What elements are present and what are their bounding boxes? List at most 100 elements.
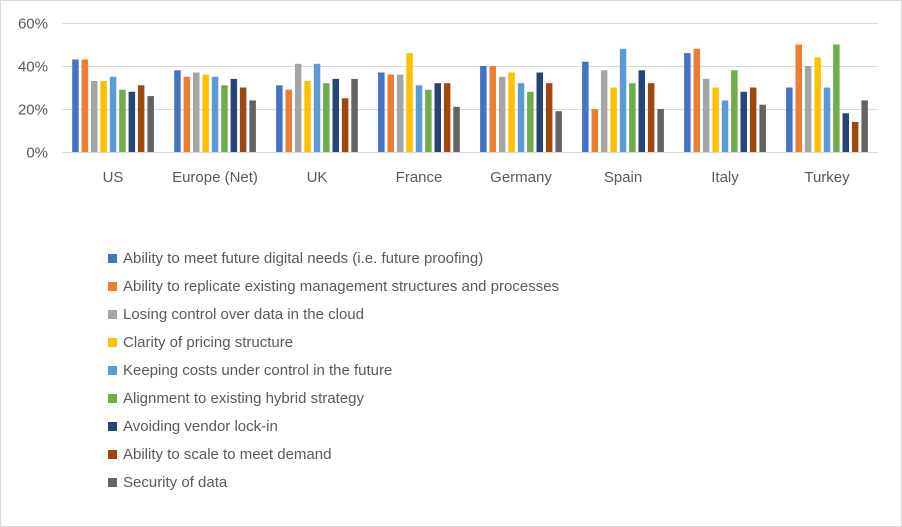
- bar: [536, 72, 543, 152]
- legend-label: Ability to replicate existing management…: [123, 277, 560, 295]
- bar: [489, 66, 496, 152]
- bar: [453, 106, 460, 152]
- bar: [712, 87, 719, 152]
- bar: [249, 100, 256, 152]
- bar: [434, 83, 441, 152]
- legend-item: Losing control over data in the cloud: [108, 300, 559, 328]
- bar: [582, 61, 589, 153]
- bar: [749, 87, 757, 152]
- bar: [387, 74, 394, 152]
- legend-item: Ability to scale to meet demand: [108, 440, 559, 468]
- bar: [193, 72, 200, 152]
- bar: [647, 83, 655, 152]
- bar: [555, 111, 562, 152]
- bar: [804, 66, 812, 152]
- legend-item: Security of data: [108, 468, 559, 496]
- chart-legend: Ability to meet future digital needs (i.…: [108, 244, 559, 496]
- bar: [313, 63, 321, 152]
- y-tick-label: 60%: [18, 16, 48, 33]
- bar: [851, 121, 859, 152]
- bar: [304, 81, 311, 152]
- bar: [174, 70, 181, 152]
- bar: [276, 85, 283, 152]
- bar: [833, 44, 840, 152]
- bar: [239, 87, 247, 152]
- bar: [341, 98, 349, 153]
- legend-swatch: [108, 477, 117, 487]
- category-label: Spain: [604, 169, 642, 186]
- bar: [842, 113, 849, 152]
- bar: [638, 70, 645, 152]
- legend-item: Ability to replicate existing management…: [108, 272, 559, 300]
- bar: [508, 72, 515, 152]
- bar: [323, 83, 330, 152]
- bar: [629, 83, 636, 152]
- bar: [591, 109, 598, 152]
- bar: [91, 81, 98, 152]
- bar: [396, 74, 404, 152]
- bar: [619, 48, 627, 152]
- bar: [721, 100, 729, 152]
- bar: [183, 76, 191, 153]
- legend-label: Keeping costs under control in the futur…: [123, 361, 393, 379]
- y-tick-label: 40%: [18, 59, 48, 76]
- bar: [128, 91, 136, 152]
- legend-label: Losing control over data in the cloud: [123, 305, 364, 323]
- bar: [702, 78, 710, 152]
- bar: [759, 104, 766, 152]
- legend-swatch: [108, 337, 117, 347]
- legend-label: Clarity of pricing structure: [123, 333, 294, 351]
- bar: [147, 96, 154, 152]
- bar: [81, 59, 89, 152]
- bar: [119, 89, 126, 152]
- legend-label: Alignment to existing hybrid strategy: [123, 389, 364, 407]
- bar: [814, 57, 821, 152]
- legend-item: Keeping costs under control in the futur…: [108, 356, 559, 384]
- category-label: Italy: [711, 169, 739, 186]
- legend-label: Ability to meet future digital needs (i.…: [123, 249, 484, 267]
- bar: [740, 91, 747, 152]
- bar: [861, 100, 868, 152]
- legend-item: Avoiding vendor lock-in: [108, 412, 559, 440]
- legend-label: Security of data: [123, 473, 228, 491]
- bar: [378, 72, 385, 152]
- bar: [230, 78, 238, 152]
- bar: [786, 87, 793, 152]
- legend-swatch: [108, 421, 117, 431]
- bar: [795, 44, 802, 152]
- bar: [480, 66, 487, 152]
- bar: [109, 76, 117, 153]
- bar: [600, 70, 608, 152]
- bar: [351, 78, 358, 152]
- category-label: Europe (Net): [172, 169, 258, 186]
- legend-item: Ability to meet future digital needs (i.…: [108, 244, 559, 272]
- bar: [693, 48, 700, 152]
- bar: [72, 59, 79, 152]
- category-label: Turkey: [804, 169, 850, 186]
- bar: [202, 74, 209, 152]
- bar: [443, 83, 451, 152]
- category-label: Germany: [490, 169, 552, 186]
- bar: [610, 87, 617, 152]
- legend-swatch: [108, 393, 117, 403]
- legend-swatch: [108, 449, 117, 459]
- category-label: UK: [307, 169, 328, 186]
- bar: [406, 53, 413, 152]
- category-label: US: [103, 169, 124, 186]
- category-label: France: [396, 169, 443, 186]
- bar: [545, 83, 553, 152]
- bar: [684, 53, 691, 152]
- legend-swatch: [108, 309, 117, 319]
- bar: [823, 87, 831, 152]
- bar: [100, 81, 107, 152]
- y-tick-label: 0%: [26, 145, 48, 162]
- legend-item: Clarity of pricing structure: [108, 328, 559, 356]
- bar: [294, 63, 302, 152]
- bar: [285, 89, 292, 152]
- legend-item: Alignment to existing hybrid strategy: [108, 384, 559, 412]
- bar: [517, 83, 525, 152]
- bar: [415, 85, 423, 152]
- bar: [332, 78, 339, 152]
- bar: [527, 91, 534, 152]
